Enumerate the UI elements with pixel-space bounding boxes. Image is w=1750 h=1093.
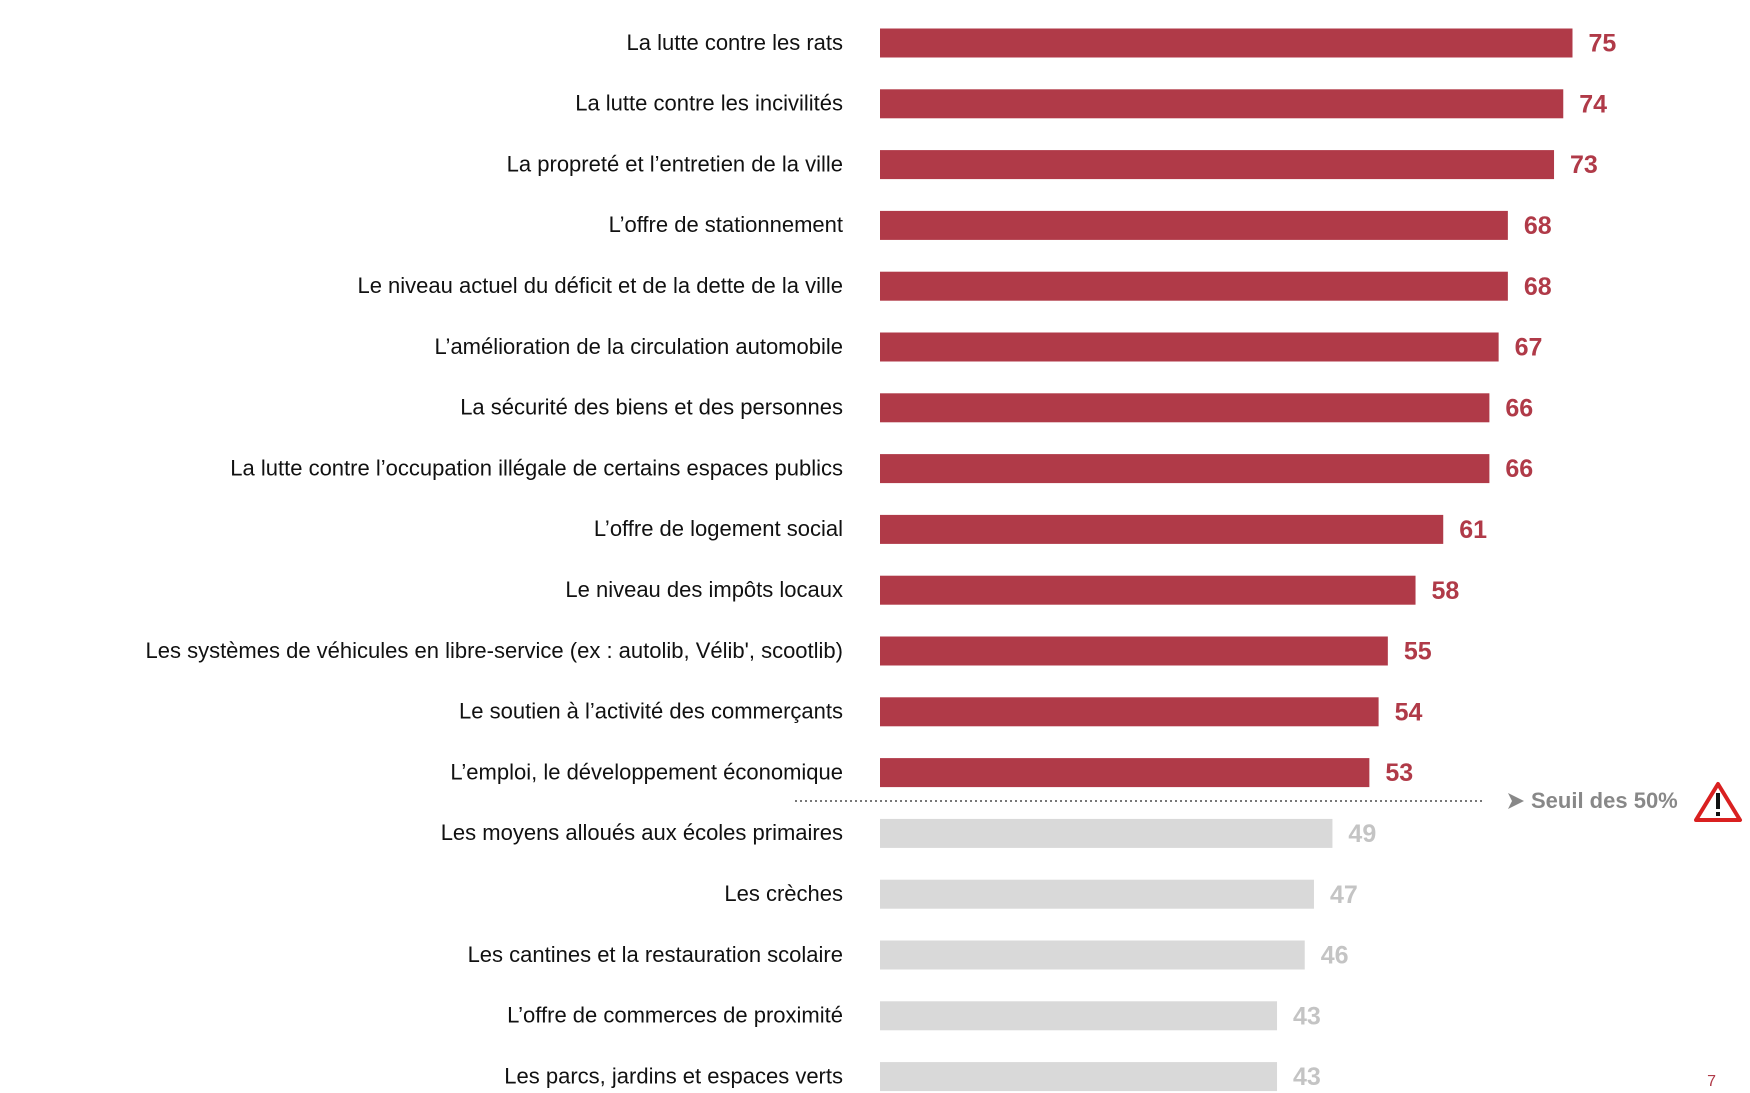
bar (880, 818, 1333, 848)
category-label: La sécurité des biens et des personnes (460, 395, 843, 420)
category-label: Le niveau des impôts locaux (565, 577, 843, 602)
bar (880, 454, 1490, 484)
category-label: L’emploi, le développement économique (450, 759, 843, 784)
bar (880, 28, 1573, 58)
bar (880, 210, 1508, 240)
category-label: La propreté et l’entretien de la ville (507, 151, 843, 176)
value-label: 46 (1321, 942, 1349, 970)
value-label: 58 (1432, 577, 1460, 605)
bar (880, 575, 1416, 605)
value-label: 66 (1505, 394, 1533, 422)
category-label: Le soutien à l’activité des commerçants (459, 699, 843, 724)
category-label: L’offre de commerces de proximité (507, 1003, 843, 1028)
value-label: 68 (1524, 212, 1552, 240)
bar (880, 332, 1499, 362)
bar (880, 150, 1555, 180)
bar (880, 940, 1305, 970)
category-label: La lutte contre les rats (627, 30, 843, 55)
bar (880, 514, 1444, 544)
bar (880, 1062, 1278, 1092)
bar (880, 1001, 1278, 1031)
category-label: Les cantines et la restauration scolaire (468, 942, 843, 967)
bar (880, 758, 1370, 788)
category-label: Les systèmes de véhicules en libre-servi… (145, 638, 843, 663)
value-label: 54 (1395, 698, 1423, 726)
value-label: 68 (1524, 273, 1552, 301)
threshold-label: Seuil des 50% (1531, 788, 1678, 813)
value-label: 67 (1515, 334, 1543, 362)
category-label: L’offre de stationnement (609, 212, 843, 237)
value-label: 61 (1459, 516, 1487, 544)
bar (880, 393, 1490, 423)
value-label: 49 (1348, 820, 1376, 848)
value-label: 47 (1330, 881, 1358, 909)
value-label: 75 (1589, 30, 1617, 58)
value-label: 53 (1385, 759, 1413, 787)
category-label: La lutte contre l’occupation illégale de… (230, 455, 843, 480)
bar (880, 636, 1388, 666)
value-label: 43 (1293, 1063, 1321, 1091)
category-label: Les crèches (724, 881, 843, 906)
value-label: 73 (1570, 151, 1598, 179)
value-label: 43 (1293, 1002, 1321, 1030)
value-label: 55 (1404, 638, 1432, 666)
category-label: Le niveau actuel du déficit et de la det… (357, 273, 843, 298)
category-label: L’amélioration de la circulation automob… (435, 334, 843, 359)
arrow-bullet (1508, 793, 1524, 809)
value-label: 74 (1579, 90, 1607, 118)
value-label: 66 (1505, 455, 1533, 483)
warning-icon (1694, 782, 1742, 822)
category-label: La lutte contre les incivilités (575, 91, 843, 116)
bar (880, 697, 1379, 727)
page-number: 7 (1707, 1073, 1716, 1090)
category-label: Les parcs, jardins et espaces verts (504, 1063, 843, 1088)
bar (880, 879, 1314, 909)
bar (880, 271, 1508, 301)
bar (880, 89, 1564, 119)
category-label: Les moyens alloués aux écoles primaires (441, 820, 843, 845)
category-label: L’offre de logement social (594, 516, 843, 541)
